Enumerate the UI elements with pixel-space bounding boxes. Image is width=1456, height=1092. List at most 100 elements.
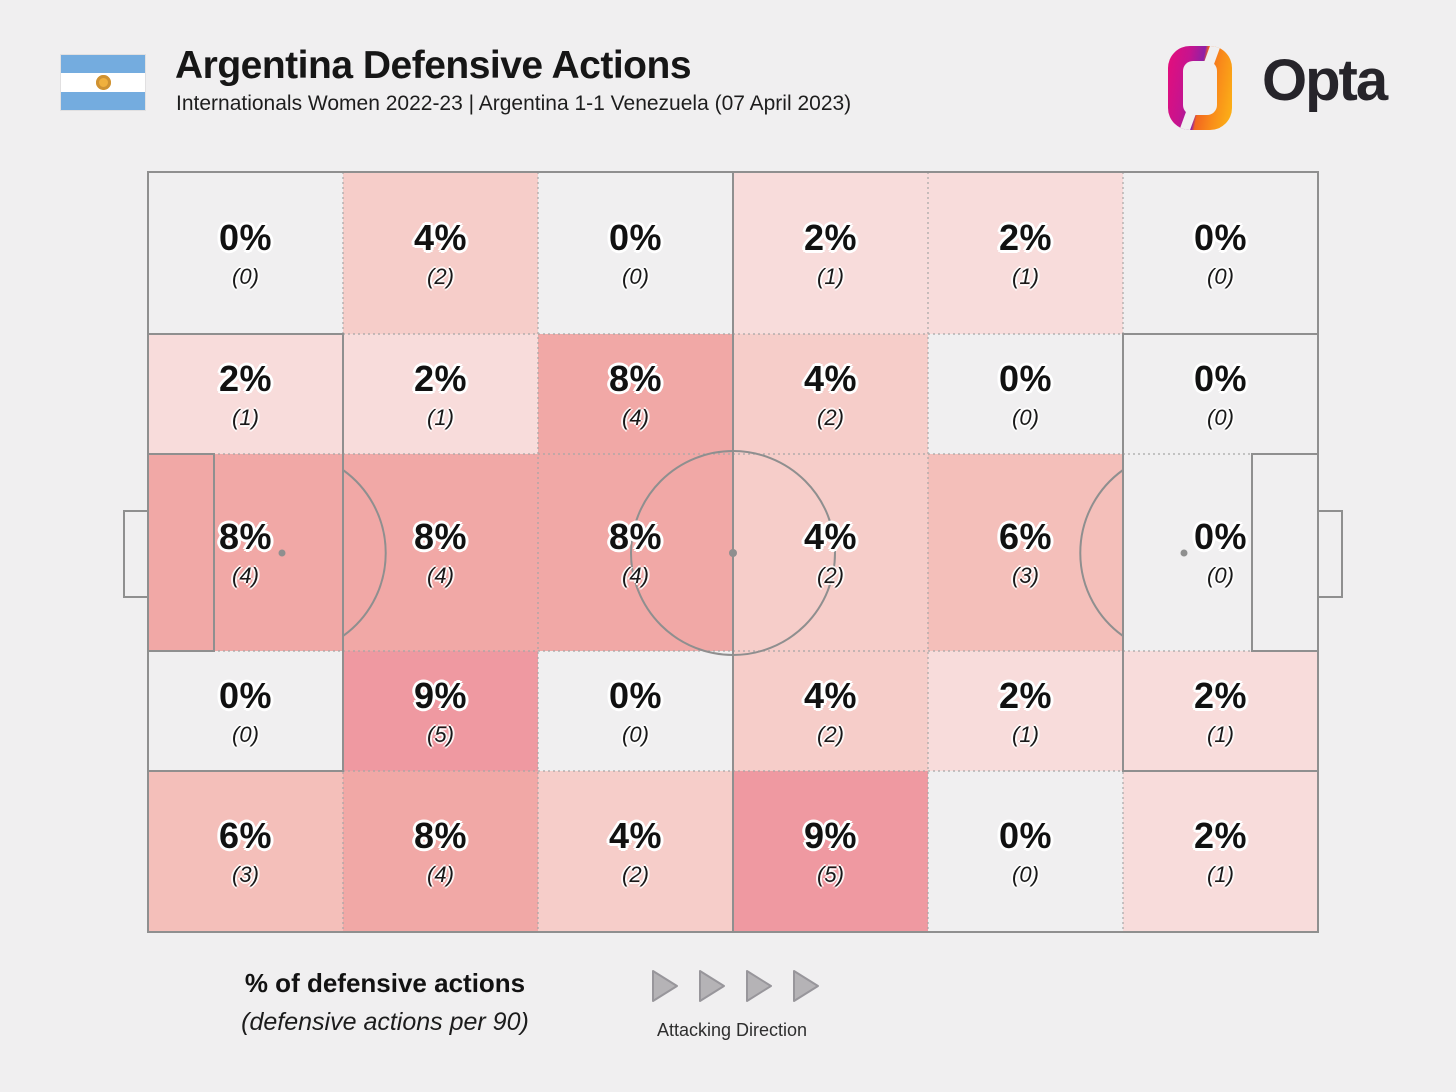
zone-percent: 9% bbox=[413, 674, 468, 716]
zone-label: 0% (0) bbox=[1123, 334, 1318, 454]
arrow-right-icon bbox=[793, 970, 819, 1002]
zone-percent: 4% bbox=[803, 674, 858, 716]
zone-label: 0% (0) bbox=[1123, 454, 1318, 651]
zone-count: (5) bbox=[427, 721, 454, 747]
legend-primary: % of defensive actions bbox=[244, 968, 526, 998]
zone-percent: 6% bbox=[998, 516, 1053, 557]
arrow-right-icon bbox=[652, 970, 678, 1002]
page-subtitle: Internationals Women 2022-23 | Argentina… bbox=[176, 92, 852, 115]
zone-label: 2% (1) bbox=[928, 651, 1123, 771]
zone-label: 4% (2) bbox=[343, 172, 538, 334]
zone-label: 0% (0) bbox=[148, 172, 343, 334]
zone-count: (1) bbox=[1012, 263, 1039, 289]
zone-count: (1) bbox=[1012, 721, 1039, 747]
zone-count: (3) bbox=[1012, 563, 1039, 588]
zone-label: 0% (0) bbox=[538, 172, 733, 334]
zone-percent: 2% bbox=[998, 674, 1053, 716]
page-title: Argentina Defensive Actions bbox=[175, 44, 692, 87]
arrow-right-icon bbox=[746, 970, 772, 1002]
zone-label: 9% (5) bbox=[733, 771, 928, 932]
zone-label: 4% (2) bbox=[733, 334, 928, 454]
opta-logo-text: Opta bbox=[1262, 48, 1388, 113]
zone-percent: 4% bbox=[803, 516, 858, 557]
zone-count: (5) bbox=[817, 862, 844, 887]
zone-percent: 4% bbox=[803, 357, 858, 399]
zone-count: (0) bbox=[622, 721, 649, 747]
zone-count: (4) bbox=[232, 563, 259, 588]
zone-count: (3) bbox=[232, 862, 259, 887]
zone-label: 0% (0) bbox=[1123, 172, 1318, 334]
zone-percent: 4% bbox=[413, 216, 468, 258]
zone-label: 0% (0) bbox=[538, 651, 733, 771]
zone-percent: 9% bbox=[803, 815, 858, 856]
pitch: 0% (0) 4% (2) 0% (0) 2% (1) 2% (1) 0% (0) 2% (1) 2% (1)… bbox=[123, 171, 1343, 933]
zone-percent: 8% bbox=[608, 357, 663, 399]
zone-label: 0% (0) bbox=[928, 334, 1123, 454]
zone-percent: 8% bbox=[413, 516, 468, 557]
zone-percent: 8% bbox=[413, 815, 468, 856]
zone-percent: 0% bbox=[218, 216, 273, 258]
zone-label: 2% (1) bbox=[148, 334, 343, 454]
zone-percent: 8% bbox=[608, 516, 663, 557]
zone-count: (0) bbox=[1207, 563, 1234, 588]
arrow-right-icon bbox=[699, 970, 725, 1002]
zone-label: 0% (0) bbox=[148, 651, 343, 771]
zone-label: 8% (4) bbox=[538, 334, 733, 454]
zone-labels: 0% (0) 4% (2) 0% (0) 2% (1) 2% (1) 0% (0) 2% (1) 2% (1)… bbox=[148, 172, 1318, 932]
legend: % of defensive actions (defensive action… bbox=[160, 968, 610, 1037]
zone-label: 8% (4) bbox=[343, 454, 538, 651]
attacking-direction-arrows bbox=[652, 970, 819, 1002]
zone-count: (4) bbox=[427, 862, 454, 887]
zone-count: (4) bbox=[427, 563, 454, 588]
zone-label: 4% (2) bbox=[733, 651, 928, 771]
zone-label: 4% (2) bbox=[538, 771, 733, 932]
goal-right bbox=[1317, 510, 1343, 598]
zone-percent: 8% bbox=[218, 516, 273, 557]
sun-of-may-icon bbox=[95, 75, 111, 90]
zone-count: (0) bbox=[1207, 263, 1234, 289]
zone-label: 2% (1) bbox=[1123, 651, 1318, 771]
zone-label: 8% (4) bbox=[538, 454, 733, 651]
flag-stripe-top bbox=[61, 55, 145, 74]
goal-left bbox=[123, 510, 149, 598]
zone-count: (1) bbox=[1207, 721, 1234, 747]
zone-percent: 0% bbox=[1193, 516, 1248, 557]
zone-percent: 2% bbox=[1193, 674, 1248, 716]
zone-percent: 0% bbox=[608, 674, 663, 716]
flag-stripe-bottom bbox=[61, 91, 145, 110]
zone-label: 2% (1) bbox=[733, 172, 928, 334]
zone-label: 6% (3) bbox=[148, 771, 343, 932]
zone-percent: 0% bbox=[608, 216, 663, 258]
zone-count: (0) bbox=[1012, 404, 1039, 430]
zone-count: (2) bbox=[427, 263, 454, 289]
zone-label: 9% (5) bbox=[343, 651, 538, 771]
zone-label: 2% (1) bbox=[343, 334, 538, 454]
zone-label: 4% (2) bbox=[733, 454, 928, 651]
zone-count: (1) bbox=[232, 404, 259, 430]
attacking-direction-label: Attacking Direction bbox=[656, 1020, 808, 1040]
legend-secondary: (defensive actions per 90) bbox=[241, 1008, 529, 1036]
zone-percent: 6% bbox=[218, 815, 273, 856]
zone-count: (0) bbox=[1012, 862, 1039, 887]
zone-count: (1) bbox=[1207, 862, 1234, 887]
zone-percent: 2% bbox=[1193, 815, 1248, 856]
zone-percent: 0% bbox=[998, 815, 1053, 856]
zone-count: (2) bbox=[622, 862, 649, 887]
zone-percent: 4% bbox=[608, 815, 663, 856]
zone-percent: 2% bbox=[218, 357, 273, 399]
zone-percent: 0% bbox=[1193, 216, 1248, 258]
zone-label: 2% (1) bbox=[1123, 771, 1318, 932]
zone-count: (2) bbox=[817, 563, 844, 588]
zone-count: (0) bbox=[1207, 404, 1234, 430]
zone-percent: 2% bbox=[803, 216, 858, 258]
zone-percent: 0% bbox=[218, 674, 273, 716]
zone-count: (4) bbox=[622, 404, 649, 430]
zone-count: (1) bbox=[817, 263, 844, 289]
opta-logo-icon bbox=[1168, 46, 1232, 130]
zone-label: 8% (4) bbox=[343, 771, 538, 932]
zone-count: (2) bbox=[817, 404, 844, 430]
zone-percent: 0% bbox=[998, 357, 1053, 399]
zone-count: (0) bbox=[232, 721, 259, 747]
zone-percent: 0% bbox=[1193, 357, 1248, 399]
